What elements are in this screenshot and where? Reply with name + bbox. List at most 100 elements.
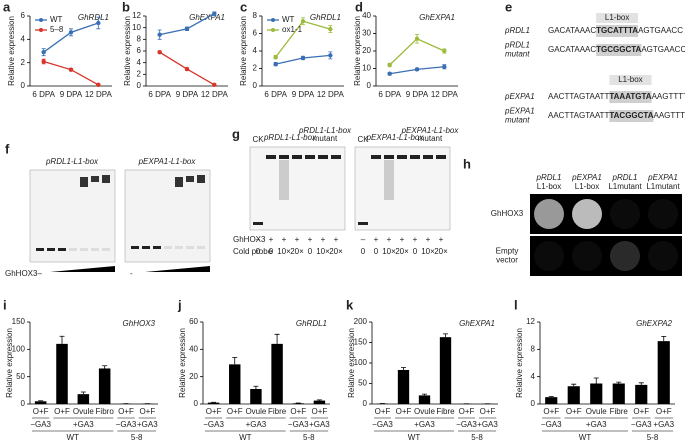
sequence: TGCATTTA: [596, 26, 638, 35]
box-label: L1-box: [618, 75, 642, 84]
x-tick-label: Ovule: [586, 407, 607, 416]
panel-letter: h: [463, 156, 471, 171]
treatment-label: −GA3: [30, 420, 51, 429]
box-highlight: [596, 25, 639, 37]
gel: [354, 146, 451, 231]
point: [212, 82, 217, 88]
gel-band: [102, 175, 110, 183]
x-tick-label: O+F: [375, 407, 391, 416]
point: [300, 19, 306, 24]
row-cell: 20×: [290, 247, 304, 256]
colony: [534, 241, 564, 271]
sequence: AACTTAGTAATT: [548, 111, 609, 120]
x-tick-label: 9 DPA: [406, 90, 429, 99]
gel-band: [358, 222, 368, 225]
error-bar: [422, 393, 427, 396]
gel-header: pRDL1-L1-box: [298, 126, 352, 135]
sequence: TGCGGCTA: [596, 45, 641, 54]
y-tick-label: 12: [526, 317, 535, 326]
bar: [418, 395, 431, 404]
gel-band: [175, 246, 183, 249]
x-tick-label: O+F: [312, 407, 328, 416]
row-cell: 20×: [395, 247, 409, 256]
x-tick-label: Ovule: [414, 407, 435, 416]
genotype-label: 5-8: [647, 433, 659, 442]
row-cell: 10×: [277, 247, 291, 256]
row-cell: 10×: [316, 247, 330, 256]
y-axis-title: Relative expression: [515, 328, 524, 398]
legend-marker: [271, 28, 275, 32]
x-tick-label: 9 DPA: [176, 90, 199, 99]
gel-band: [292, 155, 302, 159]
row-label: Empty: [496, 247, 519, 256]
gel-band: [186, 176, 194, 182]
x-tick-label: O+F: [480, 407, 496, 416]
x-tick-label: 6 DPA: [148, 90, 171, 99]
gel-band: [164, 246, 172, 249]
row-label: Cold probe: [233, 247, 273, 256]
gel-band: [131, 246, 139, 249]
x-tick-label: Fibre: [268, 407, 287, 416]
point: [68, 30, 74, 35]
colony: [648, 199, 678, 229]
sequence-name: pEXPA1: [504, 92, 535, 101]
legend-marker: [271, 18, 275, 22]
error-bar: [316, 399, 322, 401]
x-tick-label: O+F: [396, 407, 412, 416]
panel-letter: j: [177, 297, 182, 312]
bar: [77, 394, 90, 404]
chart-title: GhEXPA1: [459, 319, 495, 328]
bar: [292, 403, 304, 404]
point: [273, 61, 278, 67]
panel-letter: l: [514, 297, 518, 312]
x-tick-label: O+F: [118, 407, 134, 416]
colony: [534, 199, 564, 229]
row-cell: 0: [256, 247, 261, 256]
y-tick-label: 50: [358, 379, 367, 388]
gel-header: pEXPA1-L1-box: [401, 126, 460, 135]
y-tick-label: 2: [21, 58, 26, 67]
treatment-label: −GA3: [288, 420, 309, 429]
gel-header: CK: [252, 135, 264, 144]
gel-band: [153, 246, 161, 249]
legend-label: WT: [282, 15, 295, 24]
chart-title: GhRDL1: [296, 319, 327, 328]
x-tick-label: 6 DPA: [264, 90, 287, 99]
point: [41, 49, 46, 55]
y-tick-label: 10: [362, 64, 371, 73]
y-tick-label: 0: [253, 81, 258, 90]
y-axis-title: Relative expression: [5, 328, 14, 398]
column-header: L1-box: [537, 182, 561, 191]
x-tick-label: 6 DPA: [32, 90, 55, 99]
y-tick-label: 40: [189, 344, 198, 353]
gel-band: [175, 177, 183, 187]
y-tick-label: 30: [362, 29, 371, 38]
y-tick-label: 200: [354, 317, 368, 326]
panel-letter: b: [122, 0, 130, 14]
bar: [229, 364, 241, 404]
treatment-label: −GA3: [116, 420, 137, 429]
bar: [545, 397, 558, 404]
gel-header: CK: [357, 135, 369, 144]
colony: [648, 241, 678, 271]
y-tick-label: 0: [531, 399, 536, 408]
y-tick-label: 0: [137, 81, 142, 90]
gel-band: [102, 248, 110, 251]
sequence: GACATAAAC: [548, 26, 596, 35]
point: [96, 20, 101, 26]
row-label: GhHOX3: [233, 235, 266, 244]
legend-label: ox1-1: [282, 25, 303, 34]
point: [414, 36, 420, 41]
treatment-label: +GA3: [309, 420, 330, 429]
panel-letter: f: [5, 141, 10, 156]
sequence: AAGTTTTCAAT: [653, 111, 685, 120]
point: [328, 26, 333, 32]
x-tick-label: Fibre: [436, 407, 455, 416]
sequence: AGTGAACC: [641, 45, 685, 54]
y-tick-label: 8: [531, 344, 536, 353]
panel-letter: e: [505, 0, 512, 14]
panel-letter: i: [3, 297, 7, 312]
column-header: pEXPA1: [647, 173, 678, 182]
treatment-label: +GA3: [73, 420, 94, 429]
